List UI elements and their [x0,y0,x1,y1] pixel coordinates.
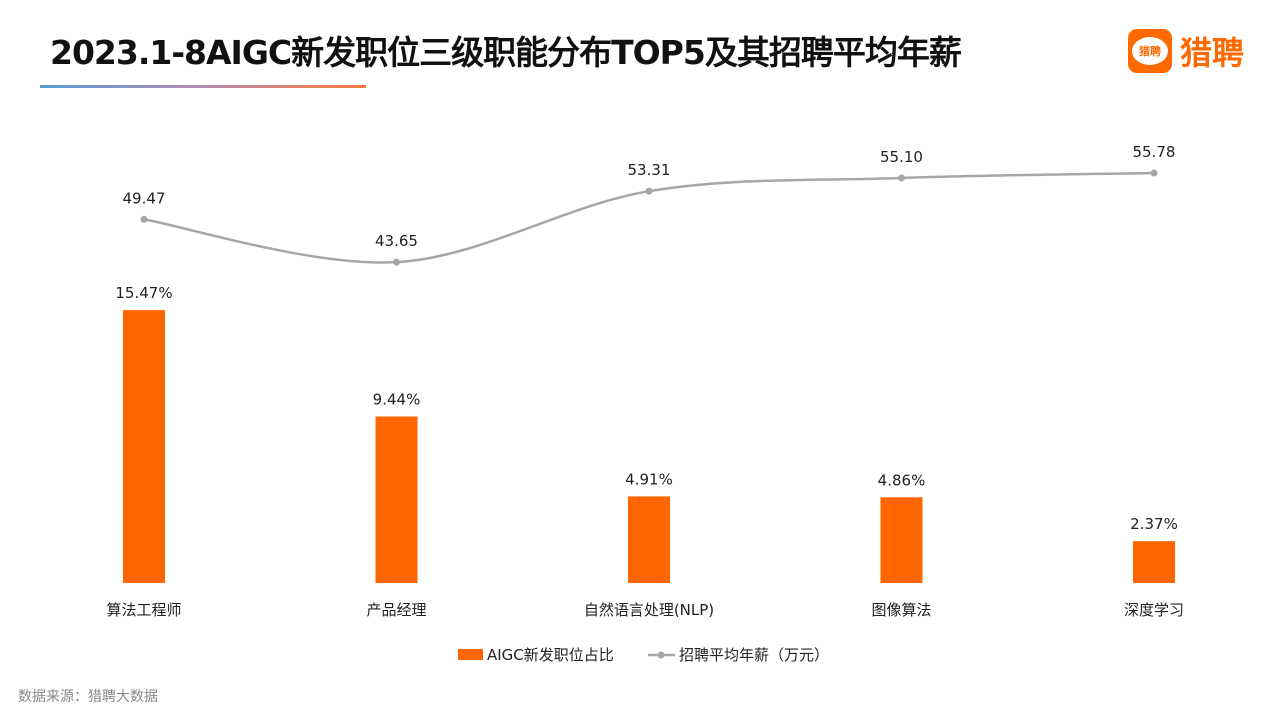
x-tick-label: 算法工程师 [106,601,181,619]
data-source: 数据来源：猎聘大数据 [18,689,158,705]
line-data-label: 53.31 [628,161,671,179]
x-tick-label: 深度学习 [1124,601,1184,619]
legend-line-marker [657,651,665,659]
line-data-label: 55.10 [880,148,923,166]
line-point [645,187,653,195]
logo-icon-text: 猎聘 [1132,37,1168,65]
legend-line-label: 招聘平均年薪（万元） [679,646,829,664]
chart-title: 2023.1-8AIGC新发职位三级职能分布TOP5及其招聘平均年薪 [50,33,962,72]
line-point [393,258,400,266]
bar [375,416,418,583]
logo-text: 猎聘 [1180,34,1245,72]
title-underline [40,85,366,88]
bar [1133,541,1175,583]
line-point [140,215,148,223]
bar [880,497,923,583]
line-point [1150,169,1158,177]
legend-bar-swatch [458,649,483,660]
x-tick-label: 图像算法 [871,601,931,619]
bar [628,496,670,583]
x-tick-label: 自然语言处理(NLP) [584,601,714,619]
logo-icon: 猎聘 [1128,29,1172,73]
bar-data-label: 15.47% [115,284,172,302]
line-data-label: 55.78 [1133,143,1176,161]
bar-data-label: 9.44% [373,390,421,408]
bar-data-label: 4.91% [625,470,673,488]
line-data-label: 43.65 [375,232,418,250]
bar-data-label: 2.37% [1130,515,1178,533]
liepin-logo: 猎聘 猎聘 [1128,28,1244,74]
line-point [898,174,905,182]
bar [123,310,165,583]
x-tick-label: 产品经理 [366,601,426,619]
line-data-label: 49.47 [123,189,166,207]
salary-line [143,171,1155,264]
legend-bar-label: AIGC新发职位占比 [487,646,614,664]
bar-data-label: 4.86% [878,471,926,489]
